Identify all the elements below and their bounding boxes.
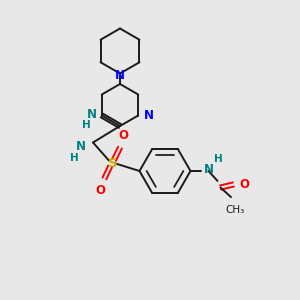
Text: N: N bbox=[86, 107, 96, 121]
Text: N: N bbox=[144, 109, 154, 122]
Text: N: N bbox=[76, 140, 85, 153]
Text: H: H bbox=[214, 154, 222, 164]
Text: H: H bbox=[82, 120, 90, 130]
Text: O: O bbox=[118, 129, 128, 142]
Text: S: S bbox=[108, 157, 117, 170]
Text: N: N bbox=[115, 69, 125, 82]
Text: CH₃: CH₃ bbox=[226, 205, 245, 215]
Text: N: N bbox=[203, 163, 213, 176]
Text: H: H bbox=[70, 153, 79, 163]
Text: O: O bbox=[239, 178, 249, 191]
Text: O: O bbox=[95, 184, 106, 197]
